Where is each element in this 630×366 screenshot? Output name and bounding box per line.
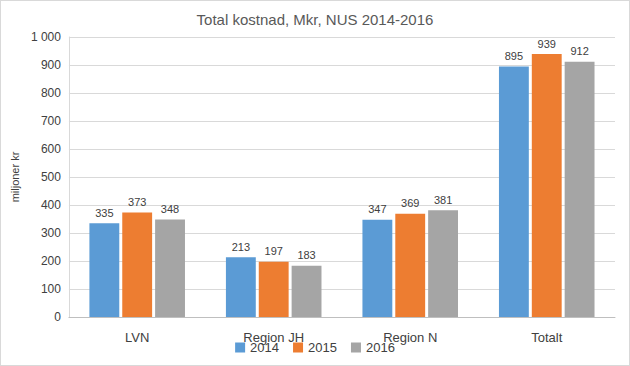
svg-text:Region JH: Region JH [243, 330, 305, 345]
svg-text:300: 300 [41, 226, 61, 240]
svg-text:Totalt: Totalt [531, 330, 562, 345]
svg-text:183: 183 [297, 249, 315, 261]
svg-text:347: 347 [368, 203, 386, 215]
svg-text:213: 213 [232, 241, 250, 253]
svg-text:Total kostnad, Mkr, NUS 2014-2: Total kostnad, Mkr, NUS 2014-2016 [197, 11, 434, 28]
svg-text:Region N: Region N [383, 330, 438, 345]
svg-text:369: 369 [401, 197, 419, 209]
svg-text:2016: 2016 [366, 340, 395, 355]
svg-text:348: 348 [161, 203, 179, 215]
svg-text:197: 197 [265, 245, 283, 257]
svg-text:100: 100 [41, 282, 61, 296]
svg-text:LVN: LVN [125, 330, 149, 345]
svg-text:1 000: 1 000 [31, 30, 61, 44]
svg-text:373: 373 [128, 196, 146, 208]
svg-text:2015: 2015 [308, 340, 337, 355]
svg-text:939: 939 [538, 38, 556, 50]
svg-text:700: 700 [41, 114, 61, 128]
svg-text:800: 800 [41, 86, 61, 100]
svg-text:0: 0 [54, 310, 61, 324]
svg-text:895: 895 [505, 50, 523, 62]
svg-text:335: 335 [95, 207, 113, 219]
svg-text:600: 600 [41, 142, 61, 156]
svg-text:miljoner kr: miljoner kr [9, 151, 21, 202]
svg-text:2014: 2014 [250, 340, 279, 355]
svg-text:200: 200 [41, 254, 61, 268]
svg-text:381: 381 [434, 194, 452, 206]
svg-text:912: 912 [570, 45, 588, 57]
svg-text:900: 900 [41, 58, 61, 72]
svg-text:500: 500 [41, 170, 61, 184]
svg-text:400: 400 [41, 198, 61, 212]
